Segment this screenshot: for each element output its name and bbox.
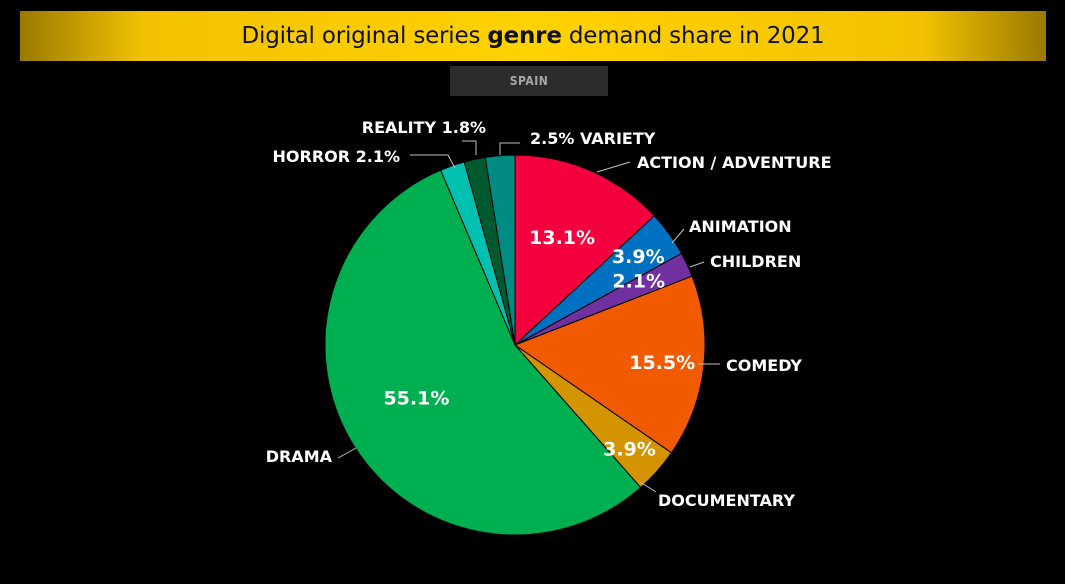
slice-label-comedy: COMEDY	[726, 356, 802, 375]
slice-label-action-adventure: ACTION / ADVENTURE	[637, 153, 832, 172]
pie-slice-comedy	[513, 275, 706, 454]
title-banner: Digital original series genre demand sha…	[20, 11, 1046, 61]
pie-slice-action-adventure	[514, 154, 656, 347]
leader-line-reality	[462, 140, 477, 155]
slice-value-drama: 55.1%	[383, 388, 449, 410]
pie-slices	[324, 154, 706, 536]
slice-label-drama: DRAMA	[266, 447, 333, 466]
slice-value-children: 2.1%	[612, 271, 665, 293]
chart-title: Digital original series genre demand sha…	[241, 23, 825, 49]
leader-line-horror	[410, 154, 456, 169]
pie-slice-drama	[324, 169, 642, 536]
leader-line-animation	[671, 228, 685, 244]
slice-label-children: CHILDREN	[710, 252, 801, 271]
slice-value-action-adventure: 13.1%	[529, 227, 595, 249]
leader-line-variety	[499, 142, 520, 155]
leader-line-action-adventure	[596, 161, 631, 173]
slice-label-animation: ANIMATION	[689, 217, 792, 236]
leader-lines	[337, 140, 720, 493]
region-badge: SPAIN	[450, 66, 608, 96]
slice-label-variety: 2.5% VARIETY	[530, 129, 656, 148]
pie-labels: 13.1% ACTION / ADVENTURE 3.9% ANIMATION 2.1%…	[266, 118, 832, 510]
leader-line-children	[689, 261, 705, 268]
region-label: SPAIN	[509, 74, 549, 88]
slice-value-documentary: 3.9%	[603, 438, 656, 460]
leader-line-documentary	[639, 481, 657, 493]
slice-label-documentary: DOCUMENTARY	[658, 491, 795, 510]
pie-slice-variety	[484, 154, 516, 346]
slice-label-horror: HORROR 2.1%	[273, 147, 401, 166]
slice-value-animation: 3.9%	[612, 246, 665, 268]
leader-line-drama	[337, 447, 357, 459]
slice-value-comedy: 15.5%	[629, 352, 695, 374]
slice-label-reality: REALITY 1.8%	[362, 118, 486, 137]
